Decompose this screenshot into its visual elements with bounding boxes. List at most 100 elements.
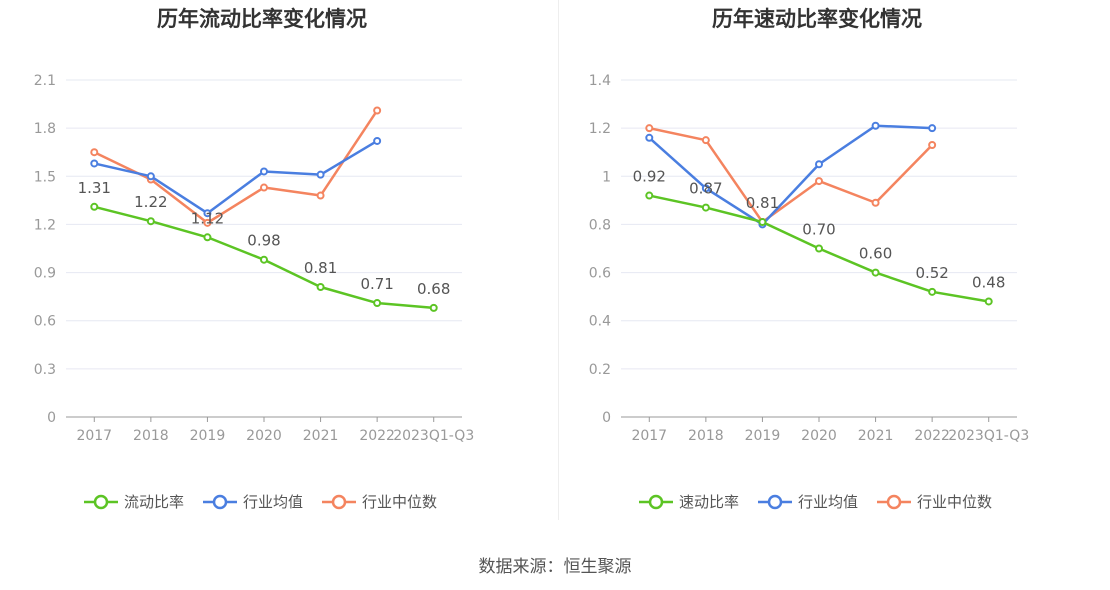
current-ratio-y-tick-label: 1.2	[34, 217, 56, 233]
quick-ratio-series-point-0	[701, 203, 710, 212]
quick-ratio-data-label: 0.81	[746, 194, 779, 212]
current-ratio-data-label: 0.98	[247, 232, 280, 250]
current-ratio-x-tick-label: 2017	[76, 428, 112, 444]
quick-ratio-data-label: 0.48	[972, 273, 1005, 291]
current-ratio-series-point-1	[373, 136, 382, 145]
quick-ratio-series-point-2	[645, 124, 654, 133]
current-ratio-series-point-0	[260, 255, 268, 264]
current-ratio-legend-item-0[interactable]: 流动比率	[84, 493, 184, 511]
current-ratio-series-point-1	[203, 209, 212, 218]
quick-ratio-y-tick-label: 0.8	[589, 217, 611, 233]
quick-ratio-legend-label: 行业均值	[798, 493, 858, 511]
current-ratio-y-tick-label: 0	[47, 410, 56, 426]
quick-ratio-legend-marker	[886, 494, 902, 510]
quick-ratio-series-point-1	[928, 124, 937, 133]
current-ratio-legend-item-1[interactable]: 行业均值	[203, 493, 303, 511]
current-ratio-legend-label: 流动比率	[124, 493, 184, 511]
quick-ratio-legend-item-0[interactable]: 速动比率	[639, 493, 739, 511]
current-ratio-series-point-2	[316, 191, 325, 200]
quick-ratio-series-point-1	[701, 184, 710, 193]
quick-ratio-series-point-2	[928, 140, 937, 149]
quick-ratio-series-point-0	[815, 244, 823, 253]
current-ratio-legend-item-2[interactable]: 行业中位数	[322, 493, 437, 511]
quick-ratio-series-point-2	[871, 198, 880, 207]
quick-ratio-series-point-2	[815, 177, 823, 186]
current-ratio-x-tick-label: 2019	[190, 428, 226, 444]
current-ratio-x-tick-label: 2020	[246, 428, 282, 444]
current-ratio-legend-marker	[212, 494, 228, 510]
quick-ratio-series-point-0	[645, 191, 654, 200]
quick-ratio-series-point-0	[758, 218, 767, 227]
quick-ratio-series-point-0	[871, 268, 880, 277]
current-ratio-series-point-0	[203, 233, 212, 242]
current-ratio-series-line-1	[94, 139, 378, 215]
quick-ratio-legend-item-2[interactable]: 行业中位数	[877, 493, 992, 511]
quick-ratio-x-tick-label: 2022	[914, 428, 950, 444]
current-ratio-data-label: 0.71	[360, 275, 393, 293]
current-ratio-y-tick-label: 0.6	[34, 314, 56, 330]
quick-ratio-chart-title: 历年速动比率变化情况	[712, 7, 922, 31]
current-ratio-legend-marker	[331, 494, 347, 510]
current-ratio-series-point-0	[373, 299, 382, 308]
current-ratio-x-tick-label: 2022	[359, 428, 395, 444]
current-ratio-y-tick-label: 1.8	[34, 121, 56, 137]
quick-ratio-x-tick-label: 2018	[688, 428, 724, 444]
quick-ratio-y-tick-label: 0.2	[589, 362, 611, 378]
current-ratio-chart: 历年流动比率变化情况 0 0.3 0.6 0.9 1.2 1.5 1.8 2.1 2017 2018…	[0, 0, 555, 530]
current-ratio-y-tick-label: 0.9	[34, 266, 56, 282]
quick-ratio-y-tick-label: 0	[602, 410, 611, 426]
current-ratio-legend-label: 行业中位数	[362, 493, 437, 511]
current-ratio-data-label: 1.12	[191, 209, 224, 227]
current-ratio-series-point-0	[90, 202, 99, 211]
current-ratio-series-point-2	[90, 148, 99, 157]
quick-ratio-legend-label: 行业中位数	[917, 493, 992, 511]
quick-ratio-chart: 历年速动比率变化情况 0 0.2 0.4 0.6 0.8 1 1.2 1.4 2017 2018 20…	[555, 0, 1110, 530]
current-ratio-series-point-1	[90, 159, 99, 168]
current-ratio-data-label: 0.68	[417, 280, 450, 298]
quick-ratio-legend-label: 速动比率	[679, 493, 739, 511]
quick-ratio-series-line-1	[648, 124, 933, 226]
quick-ratio-y-tick-label: 1.2	[589, 121, 611, 137]
quick-ratio-y-tick-label: 1	[602, 169, 611, 185]
current-ratio-series-point-1	[260, 167, 268, 176]
quick-ratio-series-point-1	[871, 121, 880, 130]
quick-ratio-data-label: 0.52	[915, 264, 948, 282]
quick-ratio-legend-item-1[interactable]: 行业均值	[758, 493, 858, 511]
data-source-note: 数据来源：恒生聚源	[478, 557, 632, 577]
quick-ratio-y-tick-label: 1.4	[589, 73, 611, 89]
quick-ratio-series-point-1	[815, 160, 823, 169]
quick-ratio-legend-marker	[648, 494, 664, 510]
current-ratio-x-tick-label: 2021	[303, 428, 339, 444]
quick-ratio-legend-marker	[767, 494, 783, 510]
current-ratio-x-tick-label: 2018	[133, 428, 169, 444]
current-ratio-y-tick-label: 1.5	[34, 169, 56, 185]
quick-ratio-series-line-2	[649, 126, 934, 224]
current-ratio-chart-svg: 历年流动比率变化情况 0 0.3 0.6 0.9 1.2 1.5 1.8 2.1 2017 2018…	[34, 7, 475, 511]
current-ratio-x-tick-label: 2023Q1-Q3	[393, 428, 474, 444]
quick-ratio-y-tick-label: 0.6	[589, 266, 611, 282]
current-ratio-legend-label: 行业均值	[243, 493, 303, 511]
current-ratio-legend-marker	[93, 494, 109, 510]
quick-ratio-x-tick-label: 2017	[631, 428, 667, 444]
quick-ratio-data-label: 0.60	[859, 245, 892, 263]
current-ratio-y-tick-label: 2.1	[34, 73, 56, 89]
current-ratio-series-point-0	[429, 303, 438, 312]
current-ratio-data-label: 1.31	[78, 179, 111, 197]
current-ratio-series-point-0	[146, 217, 155, 226]
panel-divider	[558, 0, 559, 520]
quick-ratio-y-tick-label: 0.4	[589, 314, 611, 330]
quick-ratio-data-label: 0.70	[802, 221, 835, 239]
quick-ratio-data-label: 0.92	[633, 168, 666, 186]
current-ratio-chart-title: 历年流动比率变化情况	[157, 7, 367, 31]
current-ratio-series-point-0	[316, 283, 325, 292]
current-ratio-series-point-2	[260, 183, 268, 192]
current-ratio-y-tick-label: 0.3	[34, 362, 56, 378]
quick-ratio-series-point-0	[928, 287, 937, 296]
quick-ratio-x-tick-label: 2023Q1-Q3	[948, 428, 1029, 444]
quick-ratio-x-tick-label: 2021	[858, 428, 894, 444]
quick-ratio-data-label: 0.87	[689, 180, 722, 198]
current-ratio-data-label: 1.22	[134, 193, 167, 211]
quick-ratio-series-point-0	[984, 297, 993, 306]
current-ratio-series-point-2	[203, 218, 212, 227]
